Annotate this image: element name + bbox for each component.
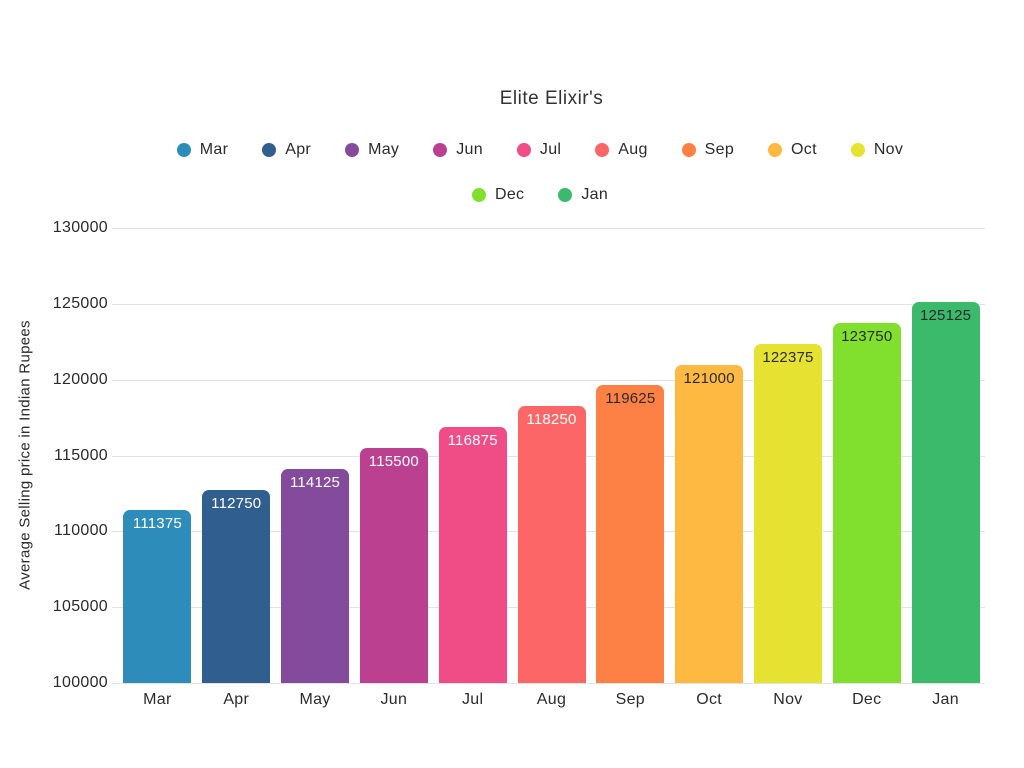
- y-tick-label: 125000: [52, 294, 108, 312]
- legend-row: Mar Apr May Jun Jul Aug Sep Oct Nov: [55, 136, 1024, 164]
- x-tick-label: Oct: [696, 691, 723, 708]
- bar-value-label: 118250: [526, 411, 577, 429]
- legend-swatch-icon: [516, 143, 531, 157]
- x-tick-label: Aug: [536, 691, 567, 708]
- x-tick-label: Nov: [773, 691, 803, 708]
- bar-oct[interactable]: 121000: [675, 364, 744, 683]
- x-tick-label: Apr: [223, 691, 250, 708]
- legend-label: Nov: [873, 141, 904, 158]
- legend-label: Oct: [791, 141, 817, 158]
- bar-may[interactable]: 114125: [281, 468, 350, 683]
- bar-value-label: 115500: [368, 452, 419, 470]
- bar-value-label: 112750: [211, 494, 262, 512]
- x-tick-label: Jul: [461, 691, 484, 708]
- x-tick-label: Jan: [932, 691, 959, 708]
- y-tick-label: 100000: [52, 674, 108, 691]
- x-tick-label: May: [299, 691, 331, 708]
- gridline: [112, 683, 985, 684]
- chart-title: Elite Elixir's: [499, 88, 604, 109]
- gridline: [112, 303, 985, 305]
- x-tick-label: Sep: [615, 691, 645, 708]
- bar-jan[interactable]: 125125: [911, 301, 980, 683]
- x-tick-label: Dec: [852, 691, 882, 708]
- legend-label: Jan: [581, 186, 609, 203]
- bar-value-label: 116875: [447, 432, 498, 450]
- legend-swatch-icon: [176, 143, 191, 157]
- legend-item-aug[interactable]: Aug: [595, 141, 647, 159]
- bar-dec[interactable]: 123750: [832, 322, 901, 683]
- bar-jun[interactable]: 115500: [359, 447, 428, 683]
- legend-row: Dec Jan: [55, 181, 1024, 209]
- legend-label: May: [368, 141, 400, 158]
- legend-label: Dec: [494, 186, 525, 203]
- y-tick-label: 110000: [53, 522, 108, 540]
- legend-item-jul[interactable]: Jul: [516, 141, 562, 159]
- legend-item-sep[interactable]: Sep: [681, 141, 735, 159]
- x-tick-label: Mar: [143, 691, 172, 708]
- legend-label: Sep: [704, 141, 735, 158]
- legend-swatch-icon: [433, 143, 448, 157]
- bar-nov[interactable]: 122375: [753, 343, 822, 683]
- bar-value-label: 119625: [605, 390, 656, 408]
- legend-swatch-icon: [345, 143, 360, 157]
- legend-label: Apr: [285, 141, 312, 158]
- bar-value-label: 114125: [289, 473, 341, 491]
- bar-aug[interactable]: 118250: [517, 406, 586, 683]
- bar-value-label: 122375: [762, 348, 814, 366]
- bar-value-label: 123750: [841, 327, 893, 345]
- legend-swatch-icon: [471, 188, 486, 202]
- x-tick-label: Jun: [380, 691, 408, 708]
- y-tick-label: 130000: [52, 219, 108, 236]
- legend-item-dec[interactable]: Dec: [471, 186, 525, 204]
- y-tick-label: 120000: [52, 370, 108, 388]
- legend: Mar Apr May Jun Jul Aug Sep Oct Nov Dec Jan: [55, 136, 1024, 226]
- legend-swatch-icon: [850, 143, 865, 157]
- legend-swatch-icon: [768, 143, 783, 157]
- bar-value-label: 121000: [683, 369, 735, 387]
- legend-swatch-icon: [595, 143, 610, 157]
- gridline: [112, 228, 985, 229]
- legend-item-jun[interactable]: Jun: [433, 141, 483, 159]
- legend-item-apr[interactable]: Apr: [262, 141, 311, 159]
- legend-label: Jun: [456, 141, 483, 158]
- legend-item-nov[interactable]: Nov: [850, 141, 904, 159]
- bar-mar[interactable]: 111375: [123, 510, 192, 683]
- gridline: [112, 379, 985, 381]
- legend-item-jan[interactable]: Jan: [558, 186, 608, 204]
- legend-swatch-icon: [558, 188, 573, 202]
- legend-label: Mar: [199, 141, 229, 158]
- legend-swatch-icon: [681, 143, 696, 157]
- y-tick-label: 115000: [53, 446, 108, 464]
- bar-jul[interactable]: 116875: [438, 427, 507, 683]
- legend-item-may[interactable]: May: [345, 141, 399, 159]
- y-tick-label: 105000: [52, 598, 108, 616]
- bar-value-label: 111375: [132, 515, 182, 533]
- legend-item-oct[interactable]: Oct: [768, 141, 817, 159]
- legend-label: Jul: [539, 141, 562, 158]
- bar-value-label: 125125: [919, 306, 972, 324]
- legend-label: Aug: [618, 141, 648, 158]
- bar-apr[interactable]: 112750: [202, 489, 271, 683]
- legend-item-mar[interactable]: Mar: [176, 141, 229, 159]
- bar-sep[interactable]: 119625: [596, 385, 665, 683]
- legend-swatch-icon: [262, 143, 277, 157]
